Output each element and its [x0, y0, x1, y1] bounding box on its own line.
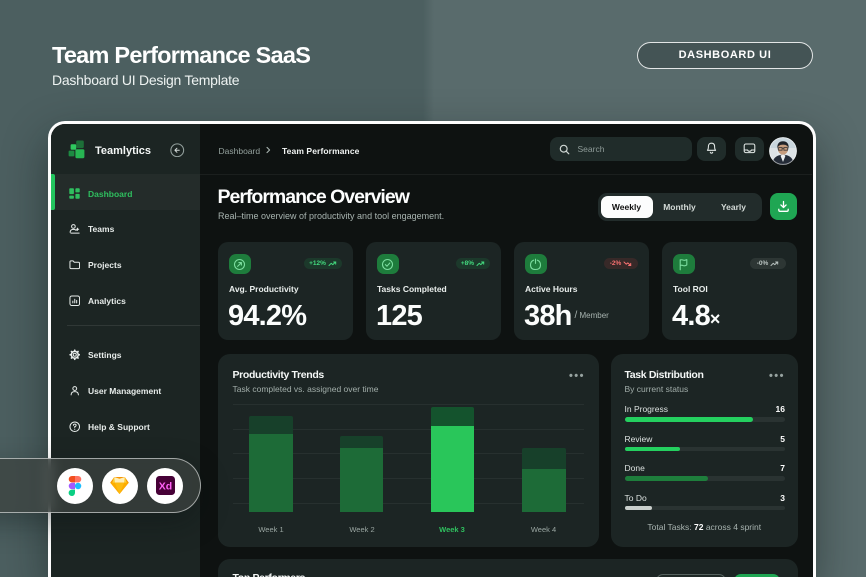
svg-text:Xd: Xd: [158, 480, 171, 492]
